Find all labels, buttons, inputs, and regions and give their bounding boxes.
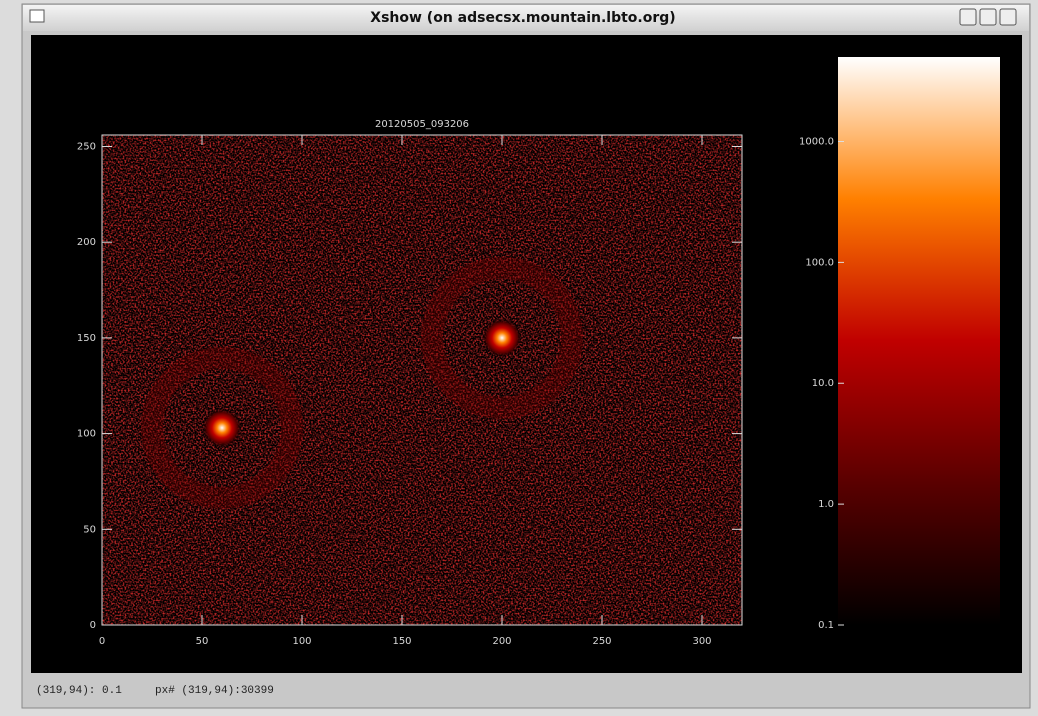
source <box>482 318 522 358</box>
x-tick-label: 50 <box>196 636 209 647</box>
y-tick-label: 50 <box>83 524 96 535</box>
close-button[interactable] <box>1000 9 1016 25</box>
colorbar-tick-label: 0.1 <box>818 620 834 631</box>
image-noise <box>102 135 742 625</box>
y-tick-label: 100 <box>77 429 96 440</box>
y-tick-label: 200 <box>77 237 96 248</box>
x-tick-label: 200 <box>492 636 511 647</box>
y-tick-label: 250 <box>77 141 96 152</box>
minimize-button[interactable] <box>960 9 976 25</box>
maximize-button[interactable] <box>980 9 996 25</box>
colorbar-tick-label: 1.0 <box>818 499 834 510</box>
y-tick-label: 0 <box>90 620 96 631</box>
plot: 20120505_093206 0 50 100 150 200 250 300 0 50 100 1… <box>77 57 1000 647</box>
screen: Xshow (on adsecsx.mountain.lbto.org) (31… <box>0 0 1038 712</box>
x-tick-label: 150 <box>392 636 411 647</box>
x-tick-label: 300 <box>692 636 711 647</box>
colorbar-tick-label: 10.0 <box>812 378 834 389</box>
window-menu[interactable] <box>30 10 44 22</box>
source <box>202 408 242 448</box>
x-tick-label: 0 <box>99 636 105 647</box>
status-pixel: px# (319,94):30399 <box>155 685 274 697</box>
plot-title: 20120505_093206 <box>375 119 469 130</box>
colorbar-tick-label: 100.0 <box>805 257 834 268</box>
colorbar <box>838 57 1000 625</box>
y-tick-label: 150 <box>77 333 96 344</box>
window-title: Xshow (on adsecsx.mountain.lbto.org) <box>370 10 675 26</box>
colorbar-tick-label: 1000.0 <box>799 136 834 147</box>
x-tick-label: 250 <box>592 636 611 647</box>
page: Xshow (on adsecsx.mountain.lbto.org) (31… <box>0 0 1038 712</box>
status-cursor: (319,94): 0.1 <box>36 685 122 697</box>
x-tick-label: 100 <box>292 636 311 647</box>
